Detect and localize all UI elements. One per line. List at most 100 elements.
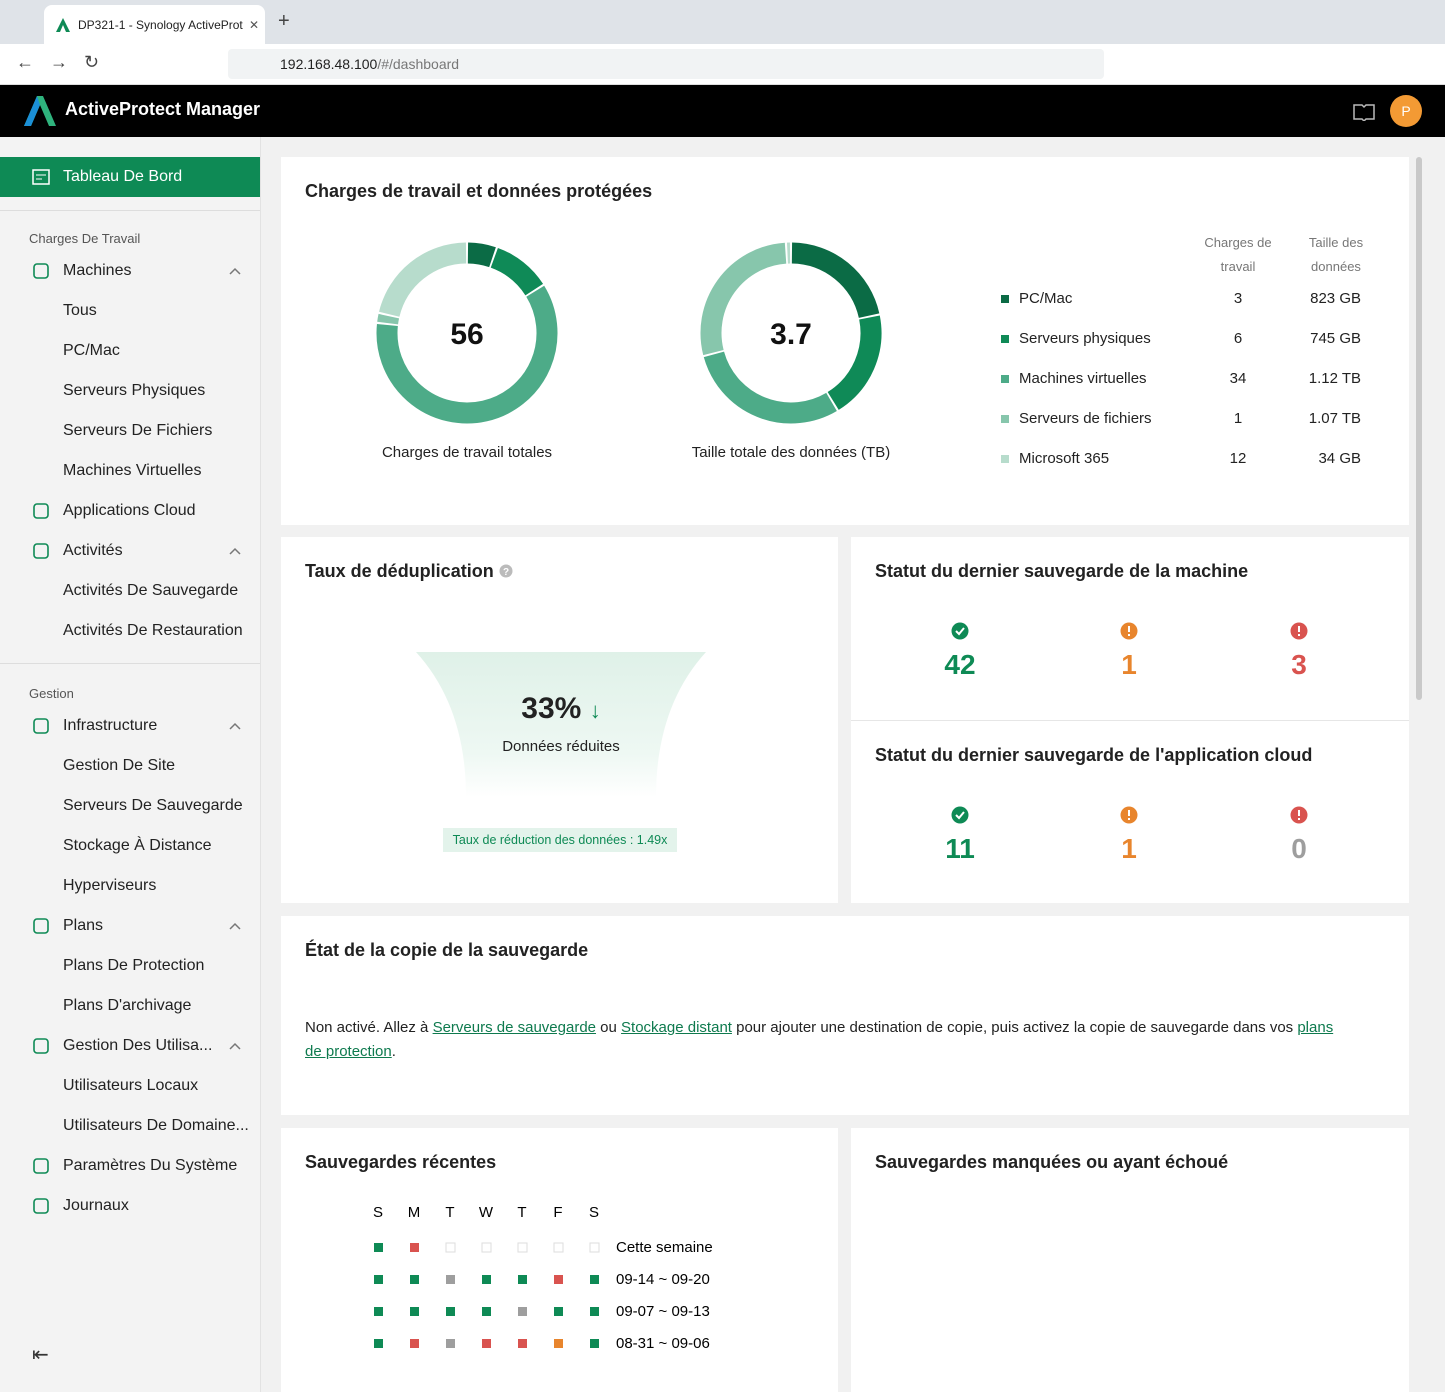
nav-item[interactable]: Infrastructure — [0, 706, 260, 746]
collapse-sidebar[interactable]: ⇤ — [32, 1344, 49, 1366]
legend-swatch — [1001, 375, 1009, 383]
nav-subitem[interactable]: Plans De Protection — [63, 957, 205, 974]
nav-subitem[interactable]: Tous — [63, 302, 97, 319]
nav-label: Infrastructure — [63, 717, 158, 734]
nav-subitem[interactable]: Stockage À Distance — [63, 837, 212, 854]
day-cell — [517, 1242, 528, 1253]
nav-item[interactable]: Applications Cloud — [0, 491, 260, 531]
col-header: Charges de travail — [1204, 235, 1272, 274]
day-label: T — [445, 1204, 454, 1221]
nav-icon — [33, 918, 49, 934]
day-cell — [374, 1307, 383, 1316]
nav-subitem[interactable]: Plans D'archivage — [63, 997, 192, 1014]
copy-card: État de la copie de la sauvegarde Non ac… — [281, 916, 1409, 1115]
nav-label: Journaux — [63, 1197, 129, 1214]
nav-item[interactable]: Journaux — [0, 1186, 260, 1226]
nav-icon — [32, 169, 50, 185]
nav-label: Paramètres Du Système — [63, 1157, 238, 1174]
chevron — [229, 922, 241, 930]
nav-subitem[interactable]: Activités De Restauration — [63, 622, 243, 639]
day-cell — [446, 1307, 455, 1316]
dedup-ratio: Taux de réduction des données : 1.49x — [443, 828, 677, 852]
legend-swatch — [1001, 335, 1009, 343]
nav-dashboard[interactable]: Tableau De Bord — [0, 157, 260, 197]
nav-item[interactable]: Machines — [0, 251, 260, 291]
day-cell — [518, 1307, 527, 1316]
app-logo — [24, 96, 56, 126]
divider — [851, 720, 1409, 721]
icon-check — [955, 811, 965, 820]
donut-segment — [376, 285, 558, 424]
chevron-path — [229, 722, 241, 730]
day-cell — [374, 1243, 383, 1252]
chevron — [229, 722, 241, 730]
nav-item[interactable]: Paramètres Du Système — [0, 1146, 260, 1186]
icon-circle — [951, 622, 969, 640]
row-size: 745 GB — [1310, 330, 1361, 347]
day-label: T — [517, 1204, 526, 1221]
row-name: Microsoft 365 — [1019, 450, 1110, 467]
row-workloads: 1 — [1233, 410, 1243, 427]
dedup-label: Données réduites — [502, 738, 620, 755]
icon-shape — [33, 1038, 49, 1054]
browser-tab[interactable]: DP321-1 - Synology ActiveProte ✕ — [44, 5, 265, 44]
week-label: 09-14 ~ 09-20 — [616, 1271, 710, 1288]
row-size: 1.12 TB — [1308, 370, 1361, 387]
new-tab[interactable]: + — [278, 10, 290, 32]
day-cell — [590, 1275, 599, 1284]
row-workloads: 3 — [1233, 290, 1243, 307]
nav-icon — [33, 503, 49, 519]
week-label: 08-31 ~ 09-06 — [616, 1335, 710, 1352]
address-bar[interactable]: 192.168.48.100/#/dashboard — [228, 49, 1104, 79]
icon-bar — [1298, 810, 1300, 816]
nav-item[interactable]: Gestion Des Utilisa... — [0, 1026, 260, 1066]
donut-segment — [467, 242, 496, 268]
nav-subitem[interactable]: Activités De Sauvegarde — [63, 582, 239, 599]
legend-swatch — [1001, 295, 1009, 303]
nav-icon — [33, 1158, 49, 1174]
nav-label: Activités — [63, 542, 123, 559]
nav-subitem[interactable]: Gestion De Site — [63, 757, 176, 774]
title-text: Taux de déduplication — [305, 561, 494, 581]
url-host: 192.168.48.100 — [280, 56, 378, 72]
nav-icon — [33, 1038, 49, 1054]
copy-link[interactable]: Stockage distant — [621, 1019, 732, 1036]
status-icon — [1290, 622, 1308, 640]
copy-link[interactable]: Serveurs de sauvegarde — [432, 1019, 597, 1036]
nav-section: Gestion Infrastructure Gestion De Site Serv… — [0, 664, 260, 1238]
divider — [0, 210, 260, 211]
nav-subitem[interactable]: Machines Virtuelles — [63, 462, 202, 479]
nav-buttons[interactable]: ←→↻ — [16, 52, 116, 72]
copy-text-part: ou — [596, 1019, 622, 1036]
info-icon[interactable]: ? — [499, 564, 513, 578]
recent-card: Sauvegardes récentes S M T W T F S Cette semain… — [281, 1128, 838, 1392]
donut-center: 3.7 — [770, 318, 812, 351]
card-title: Sauvegardes manquées ou ayant échoué — [875, 1152, 1229, 1172]
avatar[interactable]: P — [1390, 95, 1422, 127]
nav-subitem[interactable]: Utilisateurs Locaux — [63, 1077, 199, 1094]
icon-dot — [1128, 818, 1130, 820]
nav-subitem[interactable]: Serveurs De Fichiers — [63, 422, 213, 439]
nav-item[interactable]: Plans — [0, 906, 260, 946]
nav-subitem[interactable]: Utilisateurs De Domaine... — [63, 1117, 249, 1134]
nav-icon — [33, 1198, 49, 1214]
donut-charts: 56 3.7 — [376, 242, 882, 424]
nav-item[interactable]: Activités — [0, 531, 260, 571]
scrollbar[interactable] — [1416, 157, 1422, 700]
nav-subitem[interactable]: Serveurs De Sauvegarde — [63, 797, 243, 814]
nav-subitem[interactable]: Hyperviseurs — [63, 877, 157, 894]
copy-link[interactable]: plans de protection — [305, 1019, 1334, 1060]
status-count: 0 — [1291, 833, 1307, 864]
missed-card: Sauvegardes manquées ou ayant échoué — [851, 1128, 1409, 1392]
tab-close[interactable]: ✕ — [249, 17, 260, 32]
nav-section-title: Gestion — [29, 685, 74, 701]
help-icon[interactable] — [1353, 103, 1375, 121]
nav-subitem[interactable]: Serveurs Physiques — [63, 382, 206, 399]
donut-segment — [379, 242, 467, 318]
nav-label: Plans — [63, 917, 104, 934]
icon-shape — [33, 918, 49, 934]
nav-subitem[interactable]: PC/Mac — [63, 342, 120, 359]
day-cell — [446, 1275, 455, 1284]
day-label: F — [553, 1204, 562, 1221]
